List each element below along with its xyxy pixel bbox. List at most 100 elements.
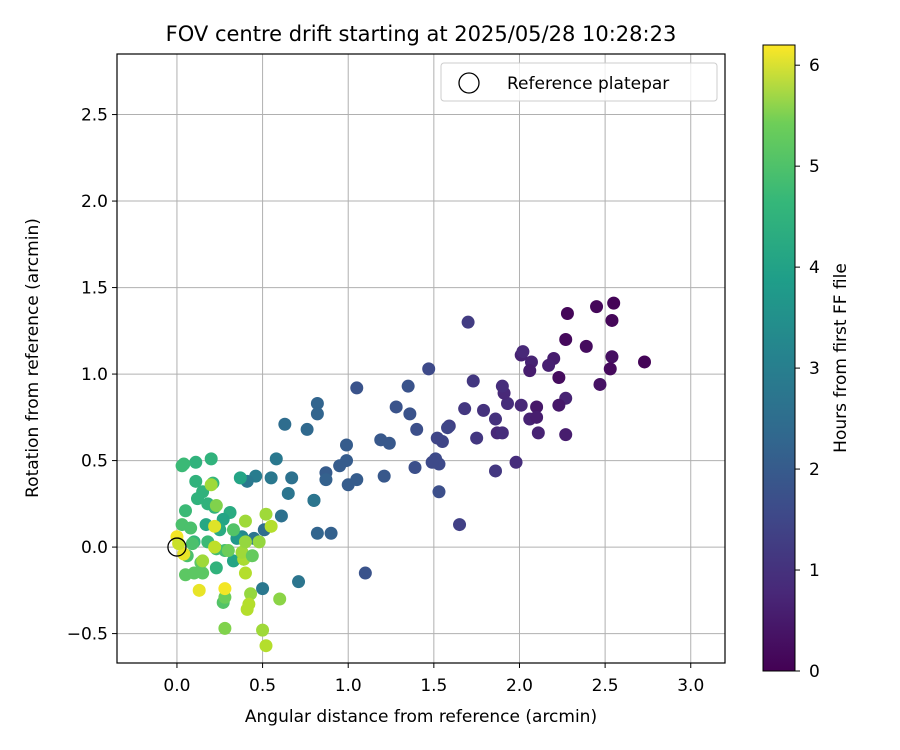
data-point [256, 582, 270, 596]
data-point [432, 485, 446, 499]
data-point [235, 545, 249, 559]
colorbar-tick-label: 1 [809, 561, 820, 581]
data-point [292, 575, 306, 589]
data-point [389, 400, 403, 414]
data-point [441, 421, 455, 435]
data-point [175, 459, 189, 473]
data-point [264, 471, 278, 485]
data-point [310, 526, 324, 540]
data-point [638, 355, 652, 369]
data-point [310, 396, 324, 410]
data-point [341, 478, 355, 492]
data-point [244, 587, 258, 601]
data-point [218, 621, 232, 635]
y-tick-label: 1.5 [81, 279, 108, 299]
data-point [605, 313, 619, 327]
data-point [603, 362, 617, 376]
data-point [256, 623, 270, 637]
data-point [285, 471, 299, 485]
data-point [579, 339, 593, 353]
chart-title: FOV centre drift starting at 2025/05/28 … [166, 22, 677, 46]
x-tick-label: 1.0 [335, 676, 362, 696]
data-point [489, 464, 503, 478]
data-point [189, 455, 203, 469]
colorbar-label: Hours from first FF file [831, 263, 851, 453]
data-point [226, 523, 240, 537]
reference-platepar-marker [167, 537, 187, 557]
data-point [422, 362, 436, 376]
data-point [495, 426, 509, 440]
data-point [453, 518, 467, 532]
data-point [310, 407, 324, 421]
data-point [509, 455, 523, 469]
colorbar-tick-label: 0 [809, 662, 820, 682]
data-point [324, 526, 338, 540]
data-point [274, 509, 288, 523]
data-point [470, 431, 484, 445]
data-point [542, 358, 556, 372]
data-point [264, 519, 278, 533]
y-tick-label: −0.5 [67, 625, 108, 645]
data-point [185, 537, 199, 551]
data-point [259, 507, 273, 521]
y-axis-ticks: −0.5 0.0 0.5 1.0 1.5 2.0 2.5 [67, 106, 117, 645]
data-point [177, 547, 191, 561]
data-point [590, 300, 604, 314]
data-point [238, 514, 252, 528]
data-point [184, 521, 198, 535]
data-point [593, 377, 607, 391]
x-axis-label: Angular distance from reference (arcmin) [245, 707, 597, 727]
data-point [190, 492, 204, 506]
y-tick-label: 2.5 [81, 106, 108, 126]
data-point [403, 407, 417, 421]
data-point [358, 566, 372, 580]
data-point [333, 459, 347, 473]
x-tick-label: 1.5 [420, 676, 447, 696]
legend-label: Reference platepar [507, 74, 669, 94]
legend-box [440, 62, 718, 102]
plot-frame [116, 53, 726, 664]
data-point [238, 566, 252, 580]
data-point [226, 554, 240, 568]
data-point [269, 452, 283, 466]
data-point [377, 469, 391, 483]
colorbar: 0 1 2 3 4 5 6 Hours from first FF file [762, 44, 851, 682]
data-point [208, 519, 222, 533]
data-point [204, 452, 218, 466]
data-point [300, 422, 314, 436]
data-point [430, 431, 444, 445]
data-point [208, 540, 222, 554]
y-axis-label: Rotation from reference (arcmin) [23, 218, 43, 498]
data-point [273, 592, 287, 606]
data-point [607, 296, 621, 310]
reference-marker [167, 537, 187, 557]
data-point [196, 554, 210, 568]
data-point [530, 400, 544, 414]
x-tick-label: 3.0 [677, 676, 704, 696]
data-point [209, 499, 223, 513]
data-point [218, 582, 232, 596]
x-tick-label: 2.5 [592, 676, 619, 696]
data-point [560, 307, 574, 321]
data-point [189, 474, 203, 488]
data-point [489, 412, 503, 426]
data-point [466, 374, 480, 388]
data-point [461, 315, 475, 329]
data-point [605, 350, 619, 364]
y-tick-label: 0.5 [81, 452, 108, 472]
colorbar-tick-label: 4 [809, 258, 820, 278]
colorbar-tick-label: 5 [809, 157, 820, 177]
data-point [401, 379, 415, 393]
data-point [192, 583, 206, 597]
x-tick-label: 0.0 [163, 676, 190, 696]
legend: Reference platepar [440, 62, 718, 102]
data-point [552, 398, 566, 412]
data-point [523, 364, 537, 378]
data-point [240, 602, 254, 616]
data-point [374, 433, 388, 447]
data-point [204, 478, 218, 492]
data-point [252, 535, 266, 549]
data-point [559, 428, 573, 442]
data-point [179, 504, 193, 518]
